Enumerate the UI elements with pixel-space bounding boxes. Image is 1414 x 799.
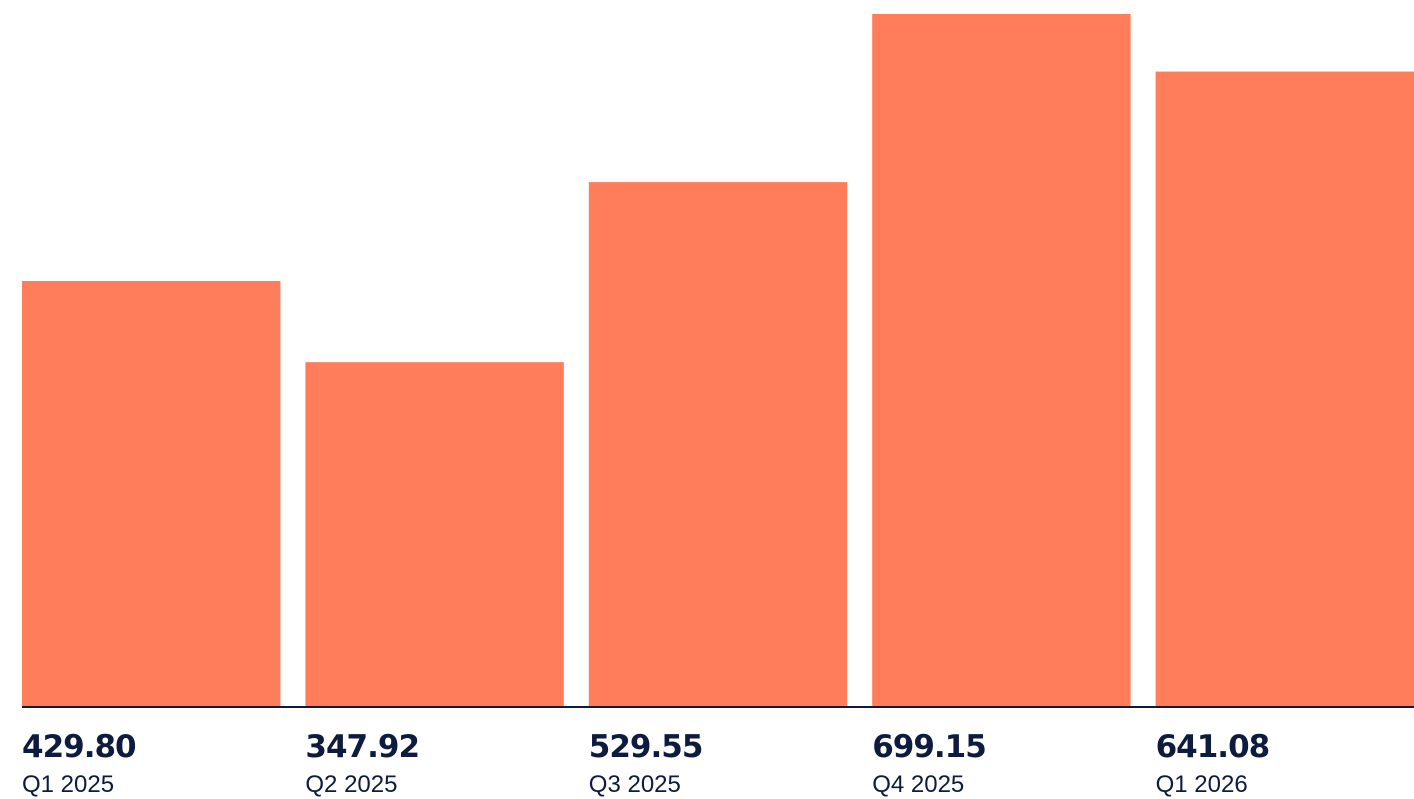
category-label: Q2 2025 xyxy=(305,771,397,798)
bar-q3-2025 xyxy=(588,182,848,707)
value-label: 429.80 xyxy=(22,729,136,765)
labels-group: 429.80 Q1 2025 347.92 Q2 2025 529.55 Q3 2025 6… xyxy=(22,729,1270,798)
bar-q4-2025 xyxy=(872,14,1131,707)
bar-q1-2025 xyxy=(22,280,281,707)
value-label: 699.15 xyxy=(872,729,986,765)
bars-group xyxy=(22,14,1414,707)
value-label: 529.55 xyxy=(589,729,703,765)
value-label: 641.08 xyxy=(1156,729,1270,765)
value-label: 347.92 xyxy=(305,729,419,765)
bar-q1-2026 xyxy=(1155,71,1414,707)
category-label: Q1 2025 xyxy=(22,771,114,798)
category-label: Q3 2025 xyxy=(589,771,681,798)
bar-q2-2025 xyxy=(305,362,564,707)
category-label: Q4 2025 xyxy=(872,771,964,798)
category-label: Q1 2026 xyxy=(1156,771,1248,798)
